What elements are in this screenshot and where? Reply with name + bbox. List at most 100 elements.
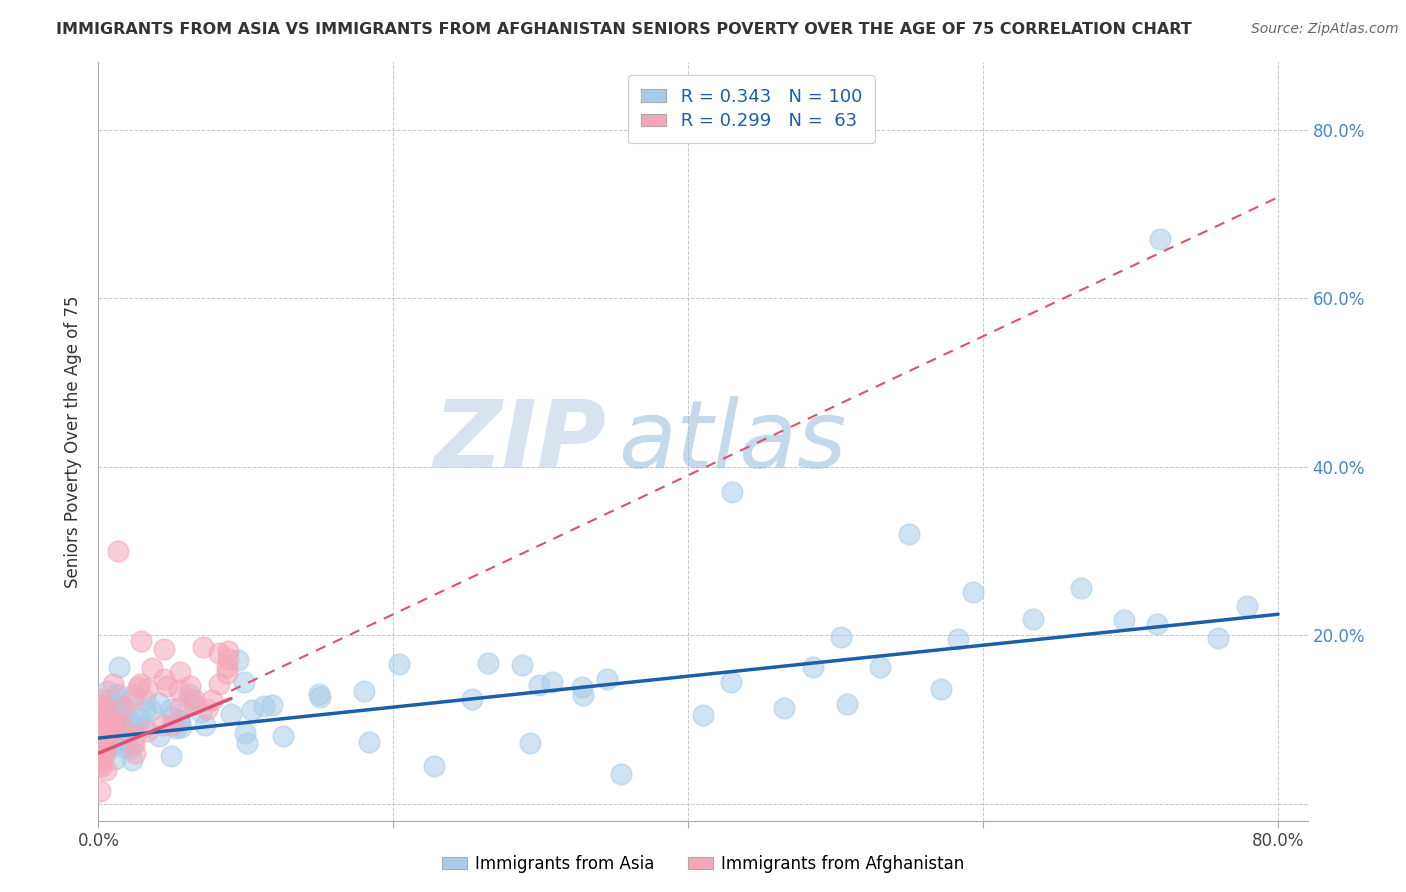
- Point: [169, 713, 191, 727]
- Point: [148, 696, 170, 710]
- Point: [96, 732, 118, 747]
- Point: [104, 752, 127, 766]
- Point: [93, 739, 115, 754]
- Point: [107, 687, 129, 701]
- Point: [135, 723, 157, 738]
- Point: [121, 753, 143, 767]
- Point: [692, 708, 714, 723]
- Point: [105, 689, 128, 703]
- Point: [139, 703, 162, 717]
- Point: [571, 681, 593, 695]
- Text: Source: ZipAtlas.com: Source: ZipAtlas.com: [1251, 22, 1399, 37]
- Point: [108, 697, 131, 711]
- Y-axis label: Seniors Poverty Over the Age of 75: Seniors Poverty Over the Age of 75: [65, 295, 83, 588]
- Point: [1206, 631, 1229, 645]
- Point: [90, 717, 112, 731]
- Point: [101, 718, 124, 732]
- Point: [527, 678, 550, 692]
- Point: [177, 688, 200, 702]
- Point: [129, 677, 152, 691]
- Point: [194, 718, 217, 732]
- Point: [898, 527, 921, 541]
- Point: [107, 715, 129, 730]
- Point: [596, 672, 619, 686]
- Point: [93, 699, 115, 714]
- Point: [609, 766, 631, 780]
- Point: [773, 701, 796, 715]
- Point: [112, 740, 135, 755]
- Point: [115, 738, 138, 752]
- Point: [93, 715, 115, 730]
- Point: [89, 717, 111, 731]
- Point: [219, 706, 242, 721]
- Point: [519, 736, 541, 750]
- Point: [1112, 613, 1135, 627]
- Point: [165, 721, 187, 735]
- Point: [89, 744, 111, 758]
- Point: [217, 660, 239, 674]
- Point: [152, 718, 174, 732]
- Point: [152, 672, 174, 686]
- Point: [1236, 599, 1258, 614]
- Point: [208, 646, 231, 660]
- Point: [94, 741, 117, 756]
- Point: [183, 697, 205, 711]
- Point: [90, 712, 112, 726]
- Point: [110, 732, 132, 747]
- Point: [179, 680, 201, 694]
- Point: [962, 584, 984, 599]
- Point: [134, 720, 156, 734]
- Point: [129, 712, 152, 726]
- Point: [105, 699, 128, 714]
- Point: [90, 713, 112, 727]
- Point: [190, 705, 212, 719]
- Point: [90, 732, 112, 747]
- Point: [1146, 616, 1168, 631]
- Point: [195, 702, 218, 716]
- Point: [114, 704, 136, 718]
- Point: [90, 759, 112, 773]
- Point: [160, 749, 183, 764]
- Point: [134, 693, 156, 707]
- Point: [89, 784, 111, 798]
- Point: [155, 679, 177, 693]
- Point: [801, 659, 824, 673]
- Point: [114, 717, 136, 731]
- Point: [91, 727, 114, 741]
- Legend:  R = 0.343   N = 100,  R = 0.299   N =  63: R = 0.343 N = 100, R = 0.299 N = 63: [628, 75, 875, 143]
- Point: [97, 742, 120, 756]
- Point: [93, 703, 115, 717]
- Point: [260, 698, 283, 713]
- Point: [271, 730, 294, 744]
- Point: [835, 697, 858, 711]
- Point: [571, 688, 593, 702]
- Point: [388, 657, 411, 672]
- Point: [1022, 612, 1045, 626]
- Point: [98, 692, 121, 706]
- Point: [89, 757, 111, 772]
- Point: [162, 718, 184, 732]
- Point: [148, 729, 170, 743]
- Point: [117, 740, 139, 755]
- Point: [215, 666, 238, 681]
- Point: [90, 705, 112, 719]
- Point: [1149, 232, 1171, 246]
- Point: [423, 759, 446, 773]
- Point: [98, 739, 121, 753]
- Text: IMMIGRANTS FROM ASIA VS IMMIGRANTS FROM AFGHANISTAN SENIORS POVERTY OVER THE AGE: IMMIGRANTS FROM ASIA VS IMMIGRANTS FROM …: [56, 22, 1192, 37]
- Point: [170, 720, 193, 734]
- Point: [183, 692, 205, 706]
- Point: [141, 660, 163, 674]
- Text: ZIP: ZIP: [433, 395, 606, 488]
- Point: [233, 726, 256, 740]
- Point: [120, 725, 142, 739]
- Point: [94, 763, 117, 777]
- Point: [93, 734, 115, 748]
- Point: [90, 721, 112, 735]
- Point: [217, 644, 239, 658]
- Point: [108, 660, 131, 674]
- Point: [96, 714, 118, 728]
- Point: [111, 698, 134, 713]
- Point: [217, 652, 239, 666]
- Point: [721, 485, 744, 500]
